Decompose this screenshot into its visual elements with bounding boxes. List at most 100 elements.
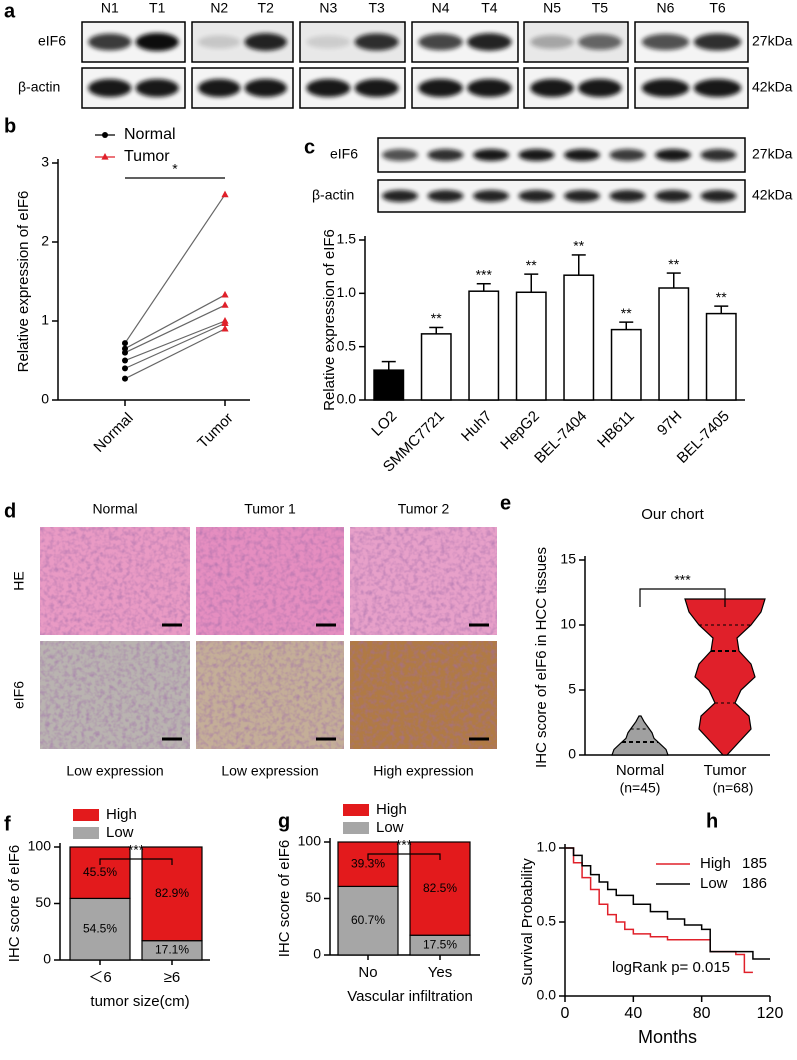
- y-tick-label: 1.0: [537, 839, 557, 855]
- y-tick-label: 0.0: [537, 987, 557, 1003]
- blot-band: [609, 149, 646, 161]
- lane-label: N3: [319, 0, 337, 16]
- y-tick-label: 5: [568, 681, 576, 697]
- lane-label: T4: [481, 0, 498, 16]
- blot-band: [198, 35, 241, 49]
- blot-band: [655, 149, 691, 161]
- y-tick-label: 100: [28, 838, 52, 854]
- significance-label: **: [573, 238, 584, 254]
- y-tick-label: 2: [41, 233, 49, 249]
- value-label: 60.7%: [351, 913, 385, 927]
- y-axis-label: Survival Probability: [519, 858, 536, 986]
- bar: [610, 328, 642, 401]
- histology-row-label: HE: [11, 571, 27, 590]
- blot-band: [306, 79, 351, 97]
- significance-label: **: [526, 257, 537, 273]
- blot-band: [467, 33, 512, 51]
- blot-band: [655, 190, 691, 202]
- x-tick-label: Yes: [428, 964, 452, 981]
- legend-count: 186: [742, 875, 767, 892]
- y-axis-label: Relative expression of eIF6: [321, 229, 338, 411]
- blot-band: [530, 35, 574, 49]
- x-tick-label: HB611: [594, 408, 638, 452]
- x-tick-label: Normal: [90, 410, 136, 456]
- blot-band: [693, 79, 742, 97]
- blot-band: [467, 79, 512, 97]
- legend-label: High: [106, 806, 137, 823]
- x-tick-label: BEL-7404: [531, 408, 590, 467]
- y-tick-label: 3: [41, 154, 49, 170]
- lane-label: N4: [432, 0, 450, 16]
- blot-band: [88, 33, 132, 51]
- lane-label: N5: [543, 0, 561, 16]
- legend-count: 185: [742, 855, 767, 872]
- lane-label: T3: [368, 0, 385, 16]
- blot-band: [244, 33, 287, 51]
- blot-size-label: 42kDa: [752, 187, 793, 203]
- blot-band: [418, 33, 463, 51]
- bar: [563, 274, 595, 401]
- x-tick-label: 40: [624, 1005, 642, 1022]
- legend-swatch: [73, 827, 99, 839]
- significance-label: ***: [674, 572, 691, 588]
- x-axis-label: Vascular infiltration: [347, 988, 473, 1005]
- y-axis-label: IHC score of eIF6: [276, 840, 293, 958]
- x-tick-label: No: [358, 964, 377, 981]
- bar-segment: [69, 846, 131, 900]
- blot-band: [518, 149, 555, 161]
- blot-band: [473, 149, 509, 161]
- violin: [611, 715, 669, 756]
- blot-band: [641, 79, 690, 97]
- panel-label: b: [4, 115, 16, 137]
- y-tick-label: 1: [41, 312, 49, 328]
- lane-label: T6: [709, 0, 726, 16]
- lane-label: N1: [101, 0, 119, 16]
- legend-label: Tumor: [124, 148, 170, 165]
- histology-row-label: eIF6: [11, 681, 27, 709]
- x-tick-label: BEL-7405: [674, 408, 733, 467]
- x-tick-label: Tumor: [704, 762, 747, 779]
- y-axis-label: Relative expression of eIF6: [15, 191, 32, 373]
- significance-label: **: [668, 256, 679, 272]
- point: [221, 190, 229, 198]
- y-tick-label: 0.0: [337, 391, 357, 407]
- legend-label: Low: [376, 819, 404, 836]
- blot-band: [700, 149, 737, 161]
- x-tick-label: 80: [693, 1005, 711, 1022]
- blot-band: [564, 149, 600, 161]
- y-tick-label: 50: [305, 889, 321, 905]
- x-tick-label: 120: [757, 1005, 784, 1022]
- panel-label: f: [4, 813, 11, 835]
- value-label: 39.3%: [351, 856, 385, 870]
- blot-band: [382, 149, 418, 161]
- y-tick-label: 0.5: [337, 337, 357, 353]
- x-tick-label: Tumor: [194, 410, 236, 452]
- violin: [684, 598, 766, 756]
- lane-label: T5: [592, 0, 609, 16]
- point: [122, 357, 128, 364]
- legend-marker: [101, 153, 109, 160]
- x-tick-label: 0: [561, 1005, 570, 1022]
- blot-band: [609, 190, 646, 202]
- n-label: (n=45): [620, 780, 661, 796]
- histology-texture: [196, 527, 344, 635]
- point: [122, 375, 128, 382]
- value-label: 54.5%: [83, 921, 117, 935]
- y-tick-label: 100: [298, 833, 322, 849]
- value-label: 17.1%: [155, 943, 189, 957]
- lane-label: T1: [149, 0, 166, 16]
- significance-bracket: [639, 588, 726, 607]
- bar-segment: [337, 841, 399, 888]
- point: [221, 324, 229, 332]
- point: [221, 301, 229, 308]
- x-tick-label: ＜6: [88, 969, 111, 986]
- blot-band: [244, 79, 287, 97]
- blot-band: [306, 35, 351, 49]
- histology-caption: Low expression: [66, 763, 163, 779]
- value-label: 17.5%: [423, 937, 457, 951]
- blot-size-label: 27kDa: [752, 146, 793, 162]
- legend-label: Low: [106, 824, 134, 841]
- y-tick-label: 1.5: [337, 231, 357, 247]
- pair-line: [124, 194, 226, 344]
- bar: [373, 369, 405, 401]
